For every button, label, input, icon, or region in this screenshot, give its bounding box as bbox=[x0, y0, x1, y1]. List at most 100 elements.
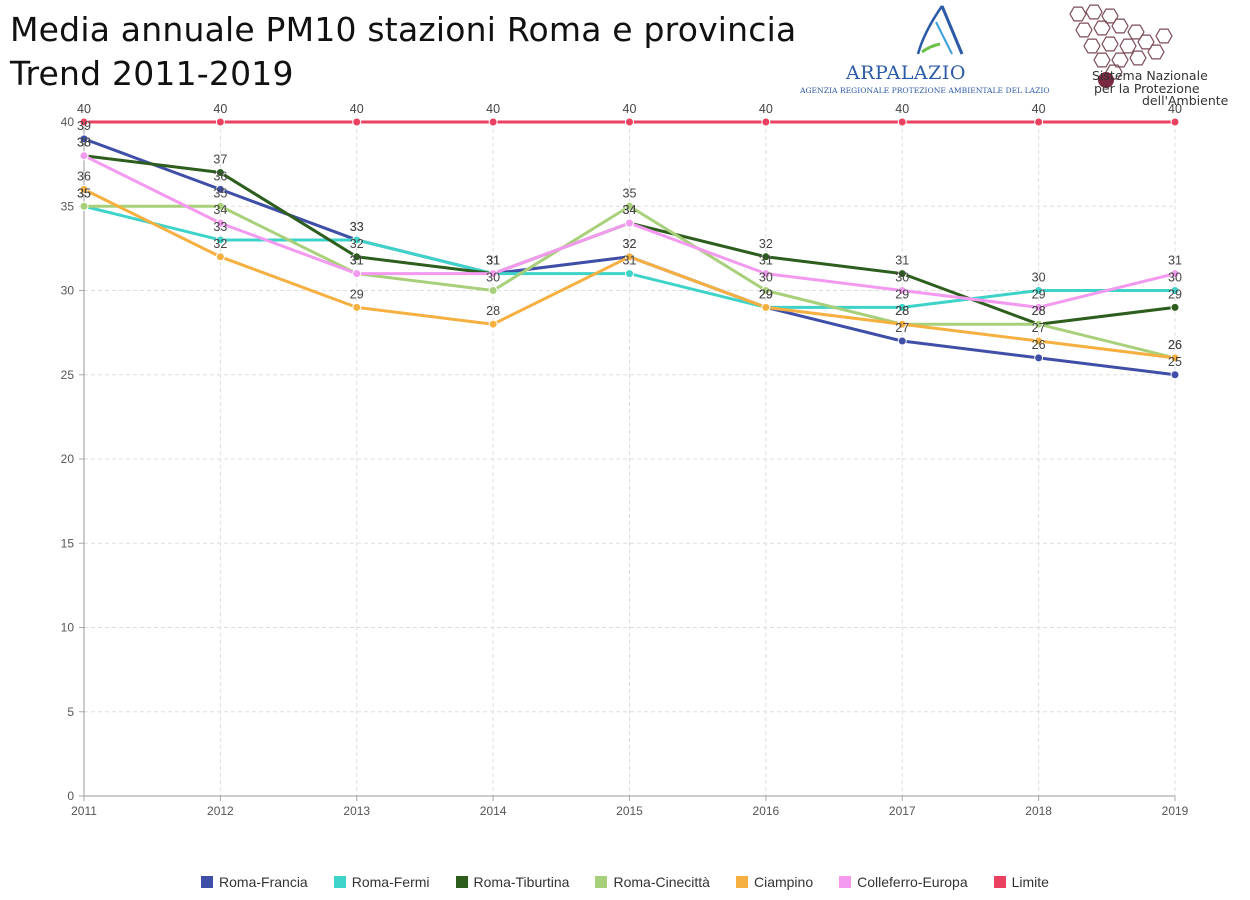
data-point-roma-cinecitt bbox=[215, 201, 225, 211]
data-label-roma-francia: 36 bbox=[213, 169, 227, 183]
data-label-roma-francia: 29 bbox=[759, 287, 773, 301]
legend-item-roma-fermi[interactable]: Roma-Fermi bbox=[333, 874, 430, 890]
data-point-roma-cinecitt bbox=[1034, 319, 1044, 329]
data-label-roma-cinecitt: 26 bbox=[1168, 338, 1182, 352]
data-label-roma-fermi: 31 bbox=[623, 254, 637, 268]
data-point-roma-francia bbox=[1170, 370, 1180, 380]
arpalazio-logo-name: ARPALAZIO bbox=[846, 62, 966, 84]
data-point-limite bbox=[352, 117, 362, 127]
chart-title-line-1: Media annuale PM10 stazioni Roma e provi… bbox=[10, 10, 797, 49]
data-point-roma-francia bbox=[1034, 353, 1044, 363]
data-label-roma-francia: 33 bbox=[350, 220, 364, 234]
y-tick-label: 0 bbox=[67, 789, 74, 803]
data-label-roma-cinecitt: 35 bbox=[213, 186, 227, 200]
data-label-roma-tiburtina: 32 bbox=[759, 237, 773, 251]
data-point-ciampino bbox=[625, 252, 634, 262]
data-label-roma-tiburtina: 29 bbox=[1168, 287, 1182, 301]
legend-label: Roma-Francia bbox=[219, 874, 308, 890]
legend-item-roma-tiburtina[interactable]: Roma-Tiburtina bbox=[455, 874, 569, 890]
legend-label: Roma-Fermi bbox=[351, 874, 430, 890]
x-tick-label: 2017 bbox=[889, 804, 916, 818]
x-tick-label: 2019 bbox=[1162, 804, 1189, 818]
hexagon-shape bbox=[1129, 50, 1147, 66]
y-tick-label: 30 bbox=[61, 284, 75, 298]
data-point-ciampino bbox=[1170, 353, 1180, 363]
data-point-ciampino bbox=[79, 184, 89, 194]
legend-label: Ciampino bbox=[753, 874, 814, 890]
data-label-roma-tiburtina: 31 bbox=[486, 254, 500, 268]
data-point-roma-cinecitt bbox=[761, 286, 771, 295]
chart-title: Media annuale PM10 stazioni Roma e provi… bbox=[10, 8, 796, 96]
x-tick-label: 2016 bbox=[753, 804, 780, 818]
x-tick-label: 2012 bbox=[207, 804, 234, 818]
data-label-roma-cinecitt: 30 bbox=[759, 271, 773, 285]
data-label-roma-francia: 32 bbox=[623, 237, 637, 251]
legend-item-ciampino[interactable]: Ciampino bbox=[735, 874, 814, 890]
x-tick-label: 2014 bbox=[480, 804, 507, 818]
legend-item-roma-francia[interactable]: Roma-Francia bbox=[201, 874, 308, 890]
data-label-roma-cinecitt: 35 bbox=[623, 186, 637, 200]
data-point-roma-cinecitt bbox=[79, 201, 89, 211]
data-point-colleferro-europa bbox=[897, 286, 907, 295]
hexagon-shape bbox=[1155, 28, 1173, 44]
data-point-roma-fermi bbox=[215, 235, 225, 245]
data-label-ciampino: 32 bbox=[213, 237, 227, 251]
data-label-roma-tiburtina: 38 bbox=[77, 136, 91, 150]
data-label-roma-francia: 39 bbox=[77, 119, 91, 133]
hexagon-shape bbox=[1093, 52, 1111, 68]
y-tick-label: 5 bbox=[67, 705, 74, 719]
data-point-colleferro-europa bbox=[1170, 269, 1180, 279]
data-label-roma-francia: 31 bbox=[486, 254, 500, 268]
data-label-roma-cinecitt: 28 bbox=[895, 304, 909, 318]
x-tick-label: 2015 bbox=[616, 804, 643, 818]
hexagon-shape bbox=[1085, 4, 1103, 20]
legend-item-limite[interactable]: Limite bbox=[993, 874, 1049, 890]
hexagon-cluster-logo-icon bbox=[1069, 4, 1173, 88]
data-point-roma-cinecitt bbox=[625, 201, 634, 211]
y-tick-label: 10 bbox=[61, 621, 75, 635]
hexagon-shape bbox=[1093, 20, 1111, 36]
data-label-roma-cinecitt: 31 bbox=[350, 254, 364, 268]
y-tick-label: 15 bbox=[61, 536, 75, 550]
data-point-colleferro-europa bbox=[215, 218, 225, 228]
legend-label: Colleferro-Europa bbox=[857, 874, 968, 890]
arpalazio-logo-subtitle: AGENZIA REGIONALE PROTEZIONE AMBIENTALE … bbox=[800, 86, 1050, 95]
hexagon-shape bbox=[1147, 44, 1165, 60]
hexagon-shape bbox=[1075, 22, 1093, 38]
data-point-ciampino bbox=[352, 302, 362, 312]
hexagon-shape bbox=[1119, 38, 1137, 54]
data-point-colleferro-europa bbox=[352, 269, 362, 279]
data-label-roma-fermi: 35 bbox=[77, 186, 91, 200]
data-label-colleferro-europa: 31 bbox=[350, 254, 364, 268]
data-point-roma-tiburtina bbox=[1170, 302, 1180, 312]
legend-item-roma-cinecitt[interactable]: Roma-Cinecittà bbox=[595, 874, 710, 890]
grid-layer bbox=[84, 121, 1176, 796]
snpa-logo: Sistema Nazionale per la Protezione dell… bbox=[1060, 0, 1245, 112]
data-label-limite: 40 bbox=[77, 102, 91, 116]
legend-swatch bbox=[993, 876, 1006, 888]
data-label-roma-fermi: 33 bbox=[350, 220, 364, 234]
data-label-colleferro-europa: 38 bbox=[77, 136, 91, 150]
data-label-roma-cinecitt: 30 bbox=[486, 271, 500, 285]
legend-swatch bbox=[595, 876, 608, 888]
data-point-roma-francia bbox=[897, 336, 907, 346]
data-label-limite: 40 bbox=[759, 102, 773, 116]
data-label-ciampino: 29 bbox=[759, 287, 773, 301]
data-point-roma-tiburtina bbox=[897, 269, 907, 279]
data-point-roma-fermi bbox=[897, 302, 907, 312]
legend-label: Roma-Cinecittà bbox=[613, 874, 710, 890]
snpa-logo-line-1: Sistema Nazionale bbox=[1092, 68, 1208, 83]
data-point-ciampino bbox=[761, 302, 771, 312]
series-layer bbox=[79, 117, 1180, 380]
data-point-limite bbox=[625, 117, 634, 127]
data-point-roma-fermi bbox=[625, 269, 634, 279]
legend-swatch bbox=[333, 876, 346, 888]
data-label-roma-fermi: 30 bbox=[1032, 271, 1046, 285]
data-label-colleferro-europa: 30 bbox=[895, 271, 909, 285]
legend-item-colleferro-europa[interactable]: Colleferro-Europa bbox=[839, 874, 968, 890]
data-label-limite: 40 bbox=[895, 102, 909, 116]
data-label-roma-cinecitt: 28 bbox=[1032, 304, 1046, 318]
data-point-colleferro-europa bbox=[488, 269, 498, 279]
chart-legend: Roma-Francia Roma-Fermi Roma-Tiburtina Roma… bbox=[0, 872, 1250, 892]
